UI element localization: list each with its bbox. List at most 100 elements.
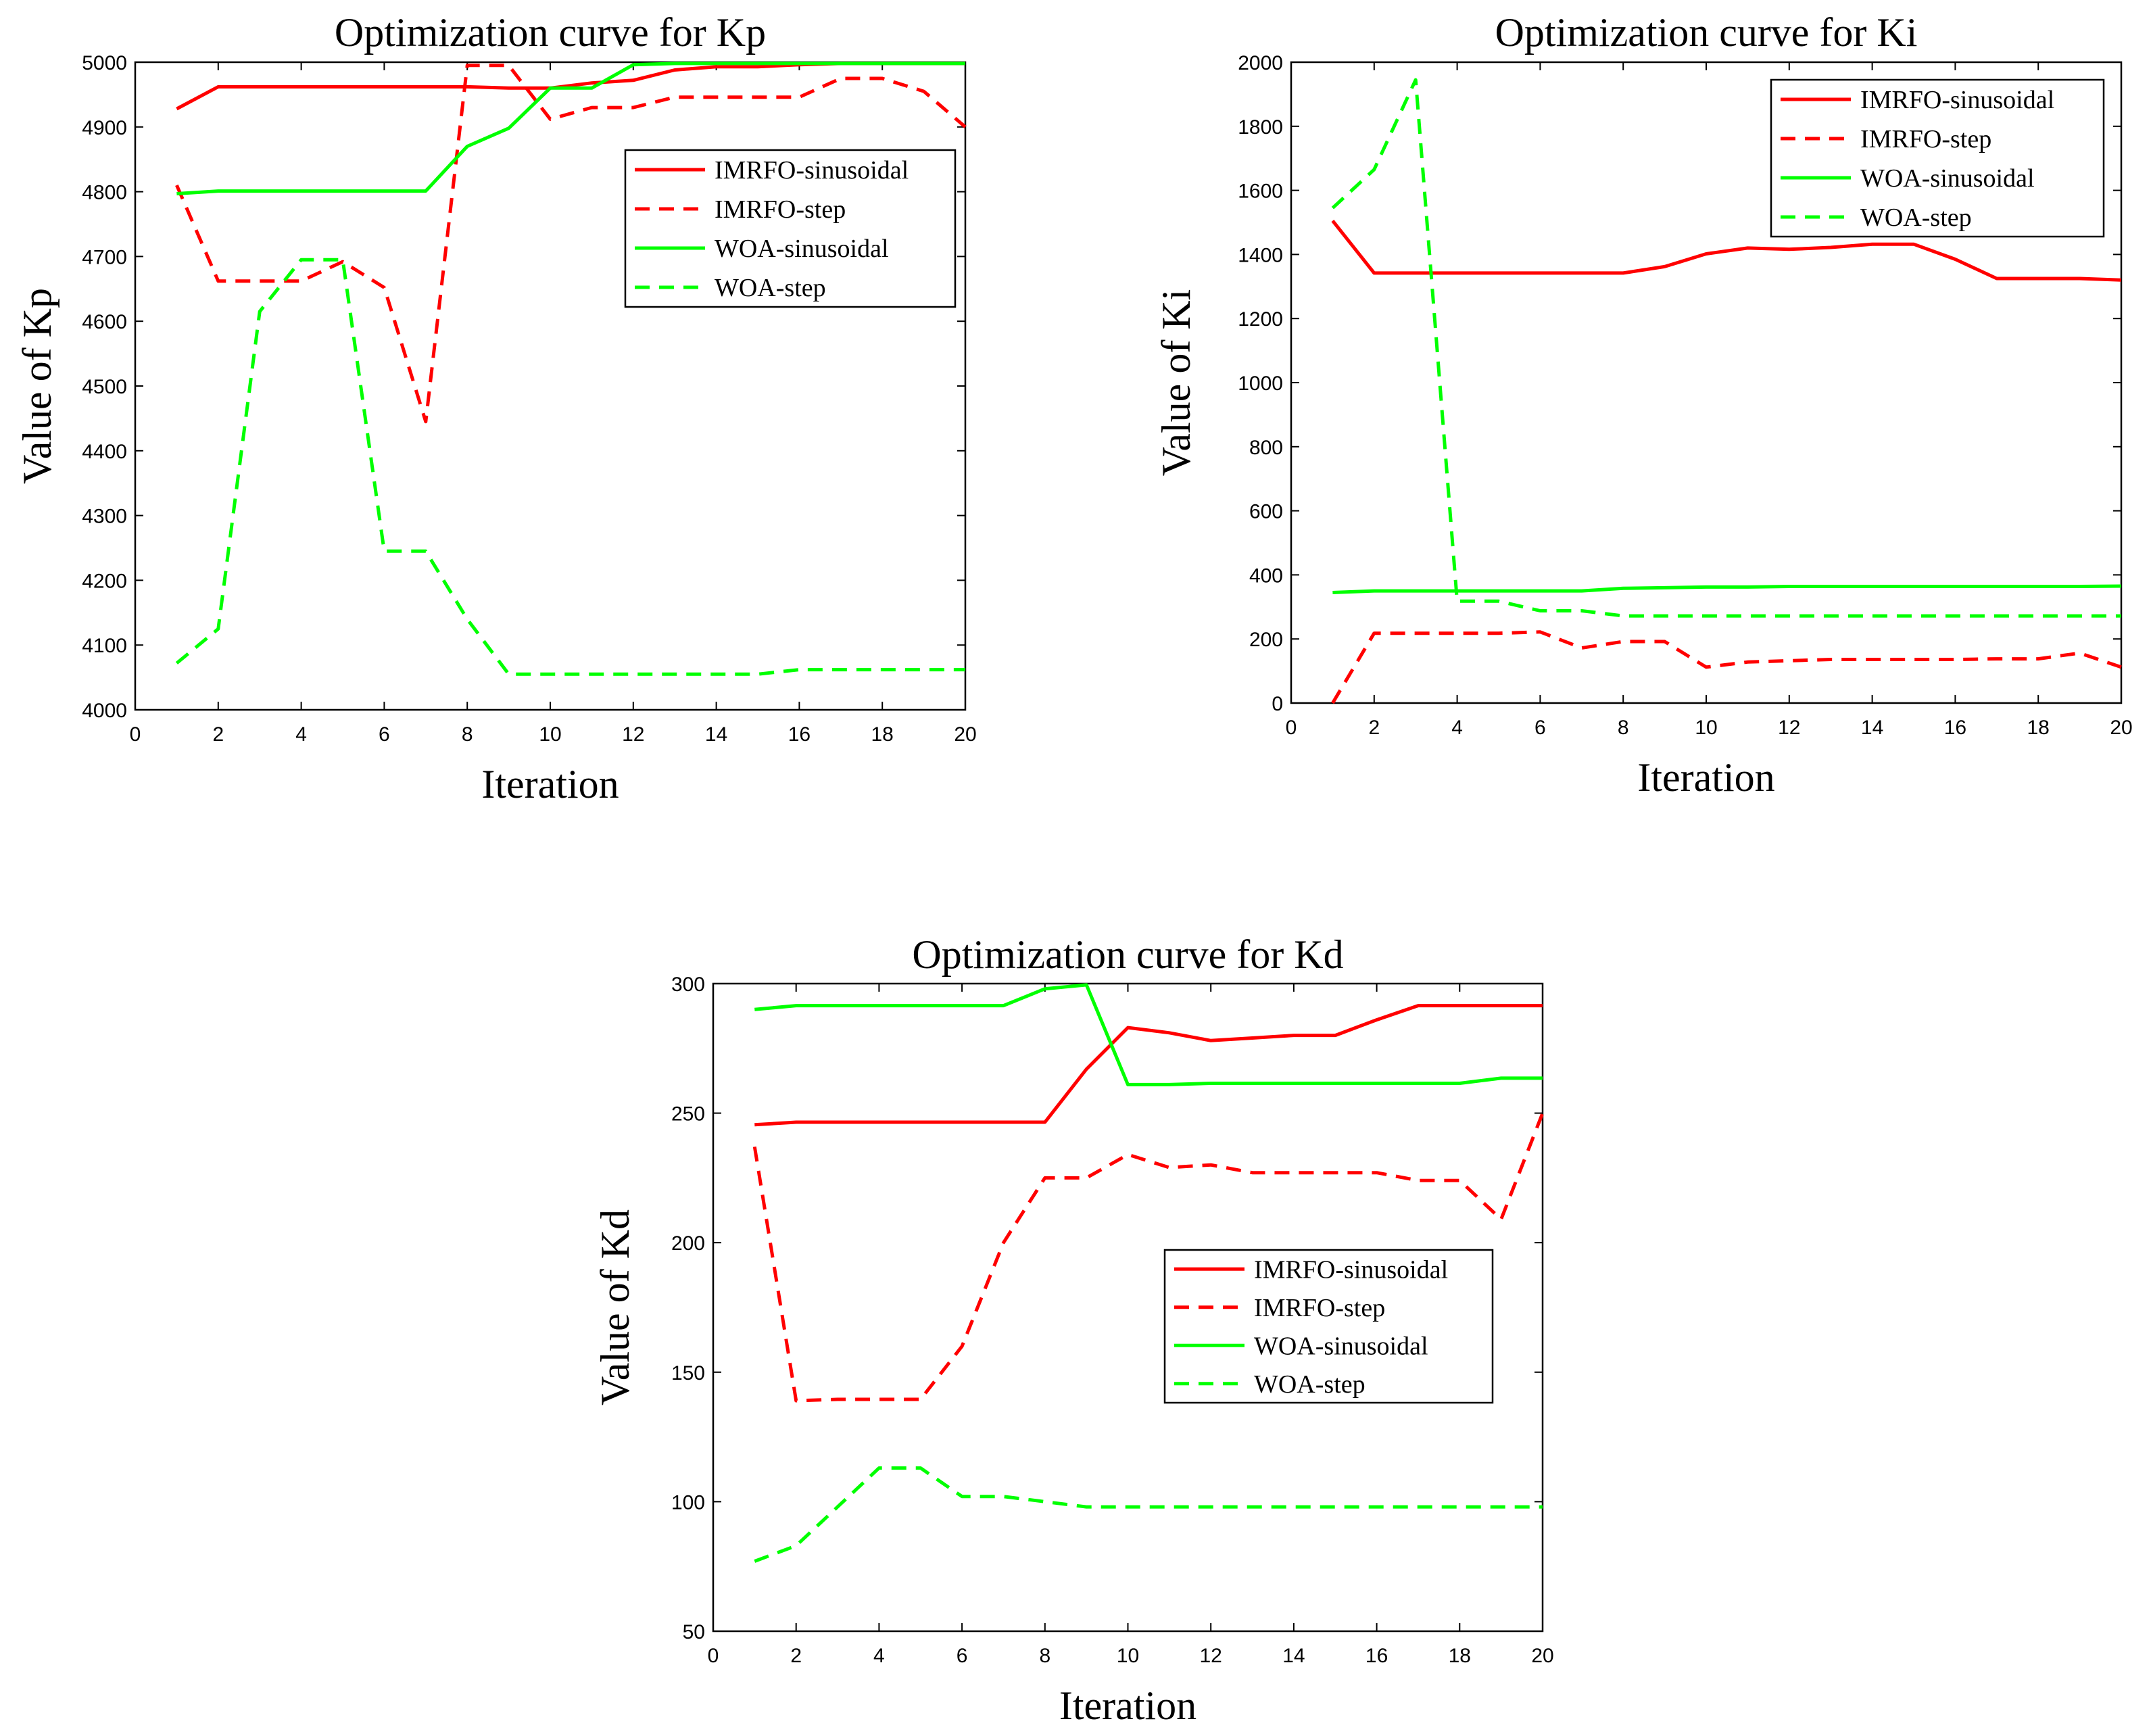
y-tick-label: 0 <box>1272 693 1283 715</box>
legend-entry: IMRFO-step <box>1860 125 1991 153</box>
y-tick-label: 1800 <box>1238 116 1283 139</box>
x-tick-label: 20 <box>1531 1645 1553 1667</box>
chart-kd: 0 2 4 6 8 10 12 14 16 18 20 50 100 150 200 250 300 Optimi… <box>593 932 1554 1728</box>
x-tick-label: 14 <box>1861 717 1883 739</box>
y-tick-label: 300 <box>671 973 705 996</box>
legend-entry: IMRFO-sinusoidal <box>715 156 909 185</box>
chart-kp: 0 2 4 6 8 10 12 14 16 18 20 4000 4100 4200 4300 4400 450… <box>15 10 977 806</box>
x-tick-label: 14 <box>1282 1645 1305 1667</box>
legend-entry: WOA-step <box>1254 1370 1365 1399</box>
x-tick-label: 4 <box>295 723 307 746</box>
x-tick-label: 16 <box>788 723 811 746</box>
y-tick-label: 250 <box>671 1103 705 1126</box>
legend-entry: IMRFO-sinusoidal <box>1860 86 2054 114</box>
chart-title: Optimization curve for Kd <box>912 932 1343 977</box>
y-tick-label: 200 <box>1249 629 1283 651</box>
legend: IMRFO-sinusoidal IMRFO-step WOA-sinusoidal… <box>1770 78 2105 238</box>
x-tick-label: 8 <box>1618 717 1629 739</box>
y-tick-label: 4500 <box>82 376 127 398</box>
y-tick-label: 2000 <box>1238 52 1283 74</box>
series-line-imrfo-step <box>175 64 967 424</box>
x-tick-label: 6 <box>1534 717 1546 739</box>
x-tick-label: 2 <box>1368 717 1380 739</box>
chart-title: Optimization curve for Kp <box>335 10 766 55</box>
x-tick-label: 12 <box>1778 717 1800 739</box>
x-tick-label: 0 <box>130 723 141 746</box>
x-tick-label: 0 <box>708 1645 719 1667</box>
legend-entry: IMRFO-sinusoidal <box>1254 1255 1448 1284</box>
series-line-woa-sinusoidal <box>1332 584 2122 594</box>
y-tick-label: 4100 <box>82 635 127 657</box>
y-tick-label: 400 <box>1249 564 1283 587</box>
y-tick-label: 1400 <box>1238 244 1283 266</box>
x-tick-label: 18 <box>871 723 894 746</box>
x-tick-label: 2 <box>790 1645 802 1667</box>
x-axis-label: Iteration <box>481 762 619 806</box>
y-tick-label: 4300 <box>82 506 127 528</box>
x-axis-label: Iteration <box>1637 755 1774 800</box>
x-tick-label: 12 <box>622 723 644 746</box>
x-tick-label: 16 <box>1944 717 1966 739</box>
x-tick-label: 4 <box>873 1645 885 1667</box>
legend-entry: WOA-step <box>715 274 826 302</box>
x-tick-label: 16 <box>1365 1645 1388 1667</box>
x-tick-label: 8 <box>1039 1645 1050 1667</box>
series-line-woa-step <box>175 258 965 676</box>
x-tick-label: 8 <box>462 723 473 746</box>
x-axis-label: Iteration <box>1059 1683 1197 1728</box>
x-tick-label: 18 <box>1449 1645 1471 1667</box>
y-tick-label: 50 <box>683 1621 705 1643</box>
legend-entry: WOA-step <box>1860 203 1972 232</box>
legend-entry: WOA-sinusoidal <box>1254 1332 1428 1360</box>
legend-entry: IMRFO-step <box>715 195 846 224</box>
x-tick-label: 10 <box>539 723 561 746</box>
y-tick-label: 100 <box>671 1491 705 1514</box>
legend-entry: IMRFO-step <box>1254 1294 1385 1322</box>
series-line-imrfo-sinusoidal <box>1331 220 2122 282</box>
x-tick-label: 14 <box>705 723 727 746</box>
x-tick-label: 0 <box>1286 717 1297 739</box>
x-tick-label: 12 <box>1200 1645 1222 1667</box>
legend-box <box>1770 78 2105 238</box>
series-line-woa-step <box>1331 78 2121 618</box>
y-tick-label: 4900 <box>82 117 127 139</box>
legend: IMRFO-sinusoidal IMRFO-step WOA-sinusoidal… <box>1163 1249 1494 1404</box>
y-axis-label: Value of Ki <box>1154 289 1199 477</box>
y-tick-label: 1000 <box>1238 372 1283 395</box>
series-line-imrfo-step <box>752 1112 1545 1403</box>
x-tick-label: 18 <box>2027 717 2050 739</box>
y-tick-label: 4700 <box>82 246 127 268</box>
legend: IMRFO-sinusoidal IMRFO-step WOA-sinusoidal… <box>624 149 957 308</box>
y-axis-label: Value of Kp <box>15 288 59 484</box>
legend-entry: WOA-sinusoidal <box>715 235 889 263</box>
x-tick-label: 20 <box>2110 717 2132 739</box>
x-tick-label: 10 <box>1695 717 1717 739</box>
y-tick-label: 600 <box>1249 501 1283 523</box>
y-tick-label: 5000 <box>82 52 127 74</box>
y-tick-label: 800 <box>1249 437 1283 459</box>
y-tick-label: 4400 <box>82 441 127 463</box>
y-tick-label: 4800 <box>82 182 127 204</box>
x-tick-label: 4 <box>1451 717 1463 739</box>
y-axis-label: Value of Kd <box>593 1209 637 1405</box>
y-tick-label: 1200 <box>1238 308 1283 331</box>
series-line-woa-sinusoidal <box>754 983 1543 1086</box>
y-tick-label: 200 <box>671 1232 705 1255</box>
y-tick-label: 4600 <box>82 311 127 333</box>
series-line-imrfo-sinusoidal <box>754 1004 1543 1127</box>
series-line-imrfo-step <box>1331 630 2122 704</box>
y-tick-label: 150 <box>671 1362 705 1384</box>
legend-box <box>1163 1249 1494 1404</box>
y-tick-label: 4000 <box>82 700 127 722</box>
y-tick-label: 4200 <box>82 570 127 592</box>
x-tick-label: 2 <box>212 723 224 746</box>
series-line-woa-sinusoidal <box>176 62 965 195</box>
y-tick-label: 1600 <box>1238 180 1283 203</box>
x-tick-label: 6 <box>379 723 390 746</box>
x-tick-label: 10 <box>1117 1645 1139 1667</box>
legend-entry: WOA-sinusoidal <box>1860 164 2035 193</box>
chart-title: Optimization curve for Ki <box>1495 10 1918 55</box>
chart-ki: 0 2 4 6 8 10 12 14 16 18 2002004006008001000120014… <box>1154 10 2133 800</box>
x-tick-label: 20 <box>954 723 976 746</box>
